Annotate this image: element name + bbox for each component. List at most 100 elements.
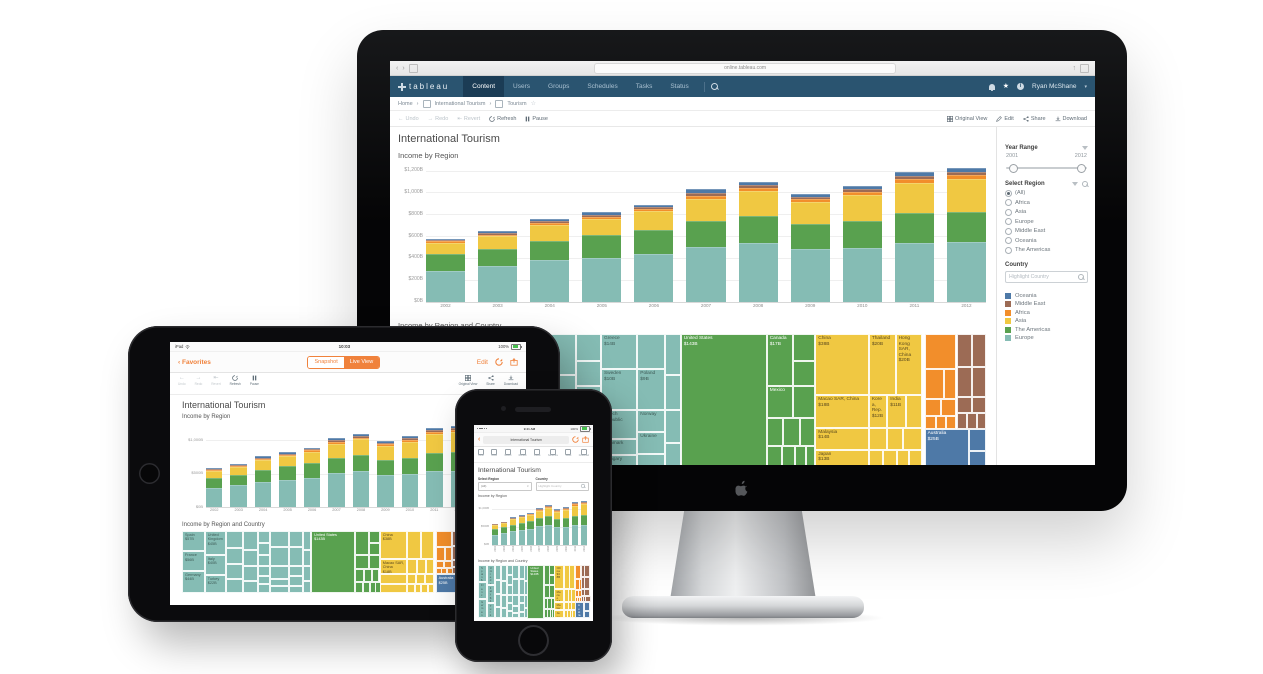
treemap-cell-europe[interactable] <box>637 334 666 370</box>
bar-segment-the-americas-2004[interactable] <box>254 469 272 482</box>
treemap-cell-united-states[interactable]: United States $143B <box>527 564 545 619</box>
treemap-cell-norway[interactable] <box>288 565 304 576</box>
bar-segment-oceania-2008[interactable] <box>738 181 778 185</box>
treemap-cell-china[interactable]: China $38B <box>815 334 869 396</box>
bar-2005[interactable] <box>518 515 525 545</box>
ipad-home-button[interactable] <box>139 463 160 484</box>
refresh-button[interactable]: Refresh <box>519 448 527 457</box>
treemap-cell-turkey[interactable]: Turkey$22B <box>486 602 495 619</box>
treemap-cell-europe[interactable] <box>288 531 304 548</box>
treemap-cell-sweden[interactable] <box>270 547 289 566</box>
treemap-cell-greece[interactable] <box>270 531 289 548</box>
bar-segment-asia-2006[interactable] <box>527 514 534 522</box>
bar-segment-europe-2008[interactable] <box>352 471 370 507</box>
treemap-cell-europe[interactable] <box>494 564 502 580</box>
bar-segment-the-americas-2012[interactable] <box>580 515 587 526</box>
bar-segment-middle-east-2007[interactable] <box>536 508 543 510</box>
bar-segment-europe-2011[interactable] <box>426 471 443 507</box>
treemap-cell-europe[interactable] <box>494 579 502 594</box>
edit-button[interactable]: Edit <box>996 116 1014 122</box>
treemap-cell-middle-east[interactable] <box>972 396 986 413</box>
download-button[interactable]: Download <box>579 448 589 457</box>
treemap-cell-middle-east[interactable] <box>585 595 592 603</box>
treemap-cell-hong-kong-sar-china[interactable] <box>420 531 435 559</box>
refresh-icon[interactable] <box>495 358 503 366</box>
treemap-cell-the-americas[interactable] <box>354 569 364 582</box>
bar-2010[interactable] <box>401 436 419 507</box>
bar-segment-europe-2004[interactable] <box>254 481 272 507</box>
treemap-cell-oceania[interactable] <box>583 602 590 611</box>
back-to-favorites-button[interactable]: ‹ Favorites <box>178 358 211 366</box>
bar-segment-europe-2003[interactable] <box>500 532 508 545</box>
refresh-button[interactable]: Refresh <box>489 116 516 122</box>
redo-button[interactable]: → Redo <box>427 115 449 122</box>
treemap-cell-asia[interactable] <box>424 573 435 584</box>
bar-segment-asia-2009[interactable] <box>790 202 830 225</box>
bar-segment-oceania-2010[interactable] <box>401 436 419 439</box>
bar-segment-middle-east-2011[interactable] <box>894 175 934 180</box>
treemap-cell-asia[interactable] <box>427 583 435 593</box>
bar-segment-europe-2008[interactable] <box>738 243 778 302</box>
bar-segment-europe-2007[interactable] <box>686 246 726 302</box>
bar-segment-africa-2004[interactable] <box>509 518 517 520</box>
treemap-cell-africa[interactable] <box>575 564 582 579</box>
bar-2004[interactable] <box>254 456 272 507</box>
bar-segment-africa-2005[interactable] <box>279 455 296 457</box>
treemap-cell-africa[interactable] <box>435 560 444 569</box>
breadcrumb-view[interactable]: Tourism <box>507 100 527 107</box>
bar-segment-the-americas-2011[interactable] <box>426 453 443 471</box>
treemap-cell-europe[interactable] <box>665 334 681 375</box>
treemap-cell-africa[interactable] <box>924 369 944 400</box>
treemap-cell-the-americas[interactable] <box>368 531 380 544</box>
bar-segment-middle-east-2006[interactable] <box>527 513 534 515</box>
bar-segment-oceania-2009[interactable] <box>790 193 830 197</box>
iphone-nav-title[interactable]: International Tourism <box>483 435 569 444</box>
browser-sidebar-icon[interactable] <box>408 63 418 73</box>
bar-segment-asia-2009[interactable] <box>377 446 394 460</box>
treemap-cell-spain[interactable]: Spain$57B <box>478 564 487 583</box>
treemap-cell-india[interactable] <box>416 558 426 574</box>
treemap-cell-europe[interactable] <box>303 549 312 566</box>
treemap-cell-africa[interactable] <box>435 531 452 548</box>
bar-segment-asia-2010[interactable] <box>562 509 570 519</box>
treemap-cell-sweden[interactable] <box>511 578 519 595</box>
bar-2010[interactable] <box>842 185 882 302</box>
bar-2002[interactable] <box>206 468 223 507</box>
original-view-button[interactable]: Original View <box>947 115 987 122</box>
bar-segment-asia-2002[interactable] <box>206 471 223 478</box>
treemap-cell-united-kingdom[interactable]: United Kingdom$45B <box>204 531 227 555</box>
bar-segment-the-americas-2006[interactable] <box>634 230 674 254</box>
treemap-cell-malaysia[interactable] <box>379 573 408 584</box>
bar-segment-middle-east-2004[interactable] <box>509 518 517 519</box>
bar-segment-europe-2006[interactable] <box>634 253 674 302</box>
treemap-cell-europe[interactable] <box>494 593 502 607</box>
bar-segment-europe-2006[interactable] <box>303 477 321 507</box>
browser-tabs-icon[interactable] <box>1080 63 1089 73</box>
bar-2003[interactable] <box>500 521 508 545</box>
bar-segment-the-americas-2006[interactable] <box>527 521 534 529</box>
treemap-cell-asia[interactable] <box>868 449 884 465</box>
bar-segment-asia-2010[interactable] <box>401 442 419 458</box>
treemap-cell-spain[interactable]: Spain$57B <box>182 531 205 552</box>
bar-segment-africa-2012[interactable] <box>946 175 987 179</box>
bar-segment-the-americas-2011[interactable] <box>571 515 579 526</box>
bar-segment-the-americas-2010[interactable] <box>842 220 882 249</box>
bar-segment-europe-2010[interactable] <box>842 248 882 302</box>
bar-segment-oceania-2006[interactable] <box>303 447 321 450</box>
bar-segment-europe-2004[interactable] <box>530 260 570 302</box>
download-button[interactable]: Download <box>1055 116 1087 122</box>
bar-segment-africa-2011[interactable] <box>571 504 579 506</box>
segment-snapshot[interactable]: Snapshot <box>308 356 344 368</box>
bar-segment-asia-2012[interactable] <box>946 178 987 212</box>
bar-segment-middle-east-2005[interactable] <box>582 214 622 217</box>
bar-segment-middle-east-2007[interactable] <box>686 192 726 196</box>
bar-segment-middle-east-2003[interactable] <box>478 233 518 235</box>
bar-segment-oceania-2005[interactable] <box>582 212 622 215</box>
treemap-cell-mexico[interactable]: Mexico <box>766 385 794 419</box>
slider-handle-left[interactable] <box>1009 164 1019 173</box>
treemap-cell-middle-east[interactable] <box>972 366 986 397</box>
bar-segment-africa-2008[interactable] <box>545 507 552 509</box>
treemap-cell-the-americas[interactable] <box>371 569 380 582</box>
treemap-cell-asia[interactable] <box>868 427 887 450</box>
bar-segment-europe-2012[interactable] <box>580 525 587 545</box>
